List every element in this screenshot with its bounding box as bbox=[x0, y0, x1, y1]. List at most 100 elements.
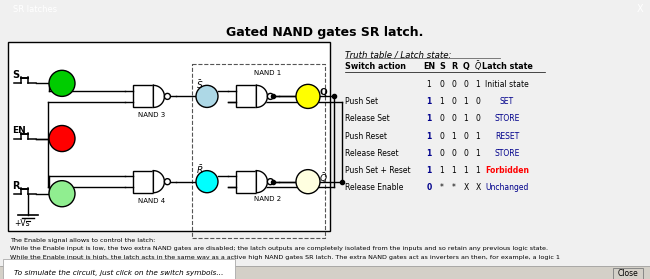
Text: 1: 1 bbox=[426, 149, 432, 158]
Text: +Vs: +Vs bbox=[14, 219, 30, 228]
Text: 0: 0 bbox=[463, 149, 469, 158]
Circle shape bbox=[164, 179, 170, 185]
Text: $\bar{R}$: $\bar{R}$ bbox=[196, 163, 203, 176]
Text: 0: 0 bbox=[439, 80, 445, 89]
Text: 0: 0 bbox=[452, 97, 456, 106]
Text: $\bar{Q}$: $\bar{Q}$ bbox=[474, 59, 482, 73]
Text: Q: Q bbox=[463, 62, 469, 71]
Text: Close: Close bbox=[618, 270, 638, 278]
Text: 0: 0 bbox=[439, 131, 445, 141]
Text: Forbidden: Forbidden bbox=[485, 166, 529, 175]
Circle shape bbox=[296, 84, 320, 109]
Text: R: R bbox=[451, 62, 457, 71]
Text: 1: 1 bbox=[463, 97, 469, 106]
Circle shape bbox=[196, 171, 218, 193]
Text: 1: 1 bbox=[476, 80, 480, 89]
Text: X: X bbox=[475, 183, 480, 192]
Text: EN: EN bbox=[12, 126, 26, 135]
Circle shape bbox=[49, 181, 75, 207]
Text: 0: 0 bbox=[463, 131, 469, 141]
Circle shape bbox=[296, 170, 320, 194]
Text: 1: 1 bbox=[439, 166, 445, 175]
Text: Unchanged: Unchanged bbox=[486, 183, 528, 192]
Bar bbox=[236, 85, 256, 107]
Text: 1: 1 bbox=[476, 131, 480, 141]
Circle shape bbox=[164, 93, 170, 99]
Text: 1: 1 bbox=[439, 97, 445, 106]
Text: 1: 1 bbox=[426, 80, 432, 89]
Polygon shape bbox=[256, 85, 267, 107]
Circle shape bbox=[267, 93, 274, 99]
Text: 1: 1 bbox=[476, 149, 480, 158]
Text: 1: 1 bbox=[426, 114, 432, 124]
Text: Push Set: Push Set bbox=[345, 97, 378, 106]
Text: Push Set + Reset: Push Set + Reset bbox=[345, 166, 411, 175]
Text: Release Set: Release Set bbox=[345, 114, 390, 124]
Text: SR latches: SR latches bbox=[13, 4, 57, 14]
Text: S: S bbox=[439, 62, 445, 71]
Polygon shape bbox=[153, 171, 164, 193]
Text: Latch state: Latch state bbox=[482, 62, 532, 71]
FancyBboxPatch shape bbox=[613, 268, 643, 279]
Text: 1: 1 bbox=[463, 114, 469, 124]
Text: While the Enable input is high, the latch acts in the same way as a active high : While the Enable input is high, the latc… bbox=[10, 255, 560, 260]
Text: EN: EN bbox=[423, 62, 435, 71]
Text: Switch action: Switch action bbox=[345, 62, 406, 71]
Polygon shape bbox=[256, 171, 267, 193]
Circle shape bbox=[267, 179, 274, 185]
Text: Q: Q bbox=[319, 88, 327, 97]
Bar bbox=[236, 171, 256, 193]
Text: 0: 0 bbox=[452, 149, 456, 158]
Text: 1: 1 bbox=[426, 131, 432, 141]
Text: 0: 0 bbox=[476, 97, 480, 106]
Text: 1: 1 bbox=[452, 131, 456, 141]
Circle shape bbox=[49, 126, 75, 151]
Bar bbox=[133, 171, 153, 193]
Text: Initial state: Initial state bbox=[485, 80, 529, 89]
Text: 0: 0 bbox=[452, 114, 456, 124]
Bar bbox=[192, 64, 325, 238]
Bar bbox=[8, 42, 330, 231]
Text: NAND 4: NAND 4 bbox=[138, 198, 166, 204]
Text: STORE: STORE bbox=[494, 149, 520, 158]
Text: 1: 1 bbox=[452, 166, 456, 175]
Text: Gated NAND gates SR latch.: Gated NAND gates SR latch. bbox=[226, 26, 424, 39]
Text: 1: 1 bbox=[426, 97, 432, 106]
Text: While the Enable input is low, the two extra NAND gates are disabled; the latch : While the Enable input is low, the two e… bbox=[10, 246, 548, 251]
Bar bbox=[0, 266, 650, 279]
Circle shape bbox=[49, 70, 75, 97]
Text: 0: 0 bbox=[439, 114, 445, 124]
Text: Release Reset: Release Reset bbox=[345, 149, 398, 158]
Text: 0: 0 bbox=[426, 183, 432, 192]
Text: S: S bbox=[12, 70, 19, 80]
Text: 1: 1 bbox=[426, 166, 432, 175]
Text: applied to S sets the output Q to logic 1.: applied to S sets the output Q to logic … bbox=[10, 263, 140, 268]
Text: *: * bbox=[452, 183, 456, 192]
Text: $\bar{S}$: $\bar{S}$ bbox=[196, 78, 203, 91]
Text: RESET: RESET bbox=[495, 131, 519, 141]
Text: STORE: STORE bbox=[494, 114, 520, 124]
Text: Truth table / Latch state:: Truth table / Latch state: bbox=[345, 50, 451, 59]
Text: X: X bbox=[637, 4, 644, 14]
Text: NAND 2: NAND 2 bbox=[254, 196, 281, 202]
Text: 0: 0 bbox=[439, 149, 445, 158]
Text: To simulate the circuit, just click on the switch symbols...: To simulate the circuit, just click on t… bbox=[14, 270, 224, 276]
Text: X: X bbox=[463, 183, 469, 192]
Circle shape bbox=[196, 85, 218, 107]
Text: SET: SET bbox=[500, 97, 514, 106]
Text: Push Reset: Push Reset bbox=[345, 131, 387, 141]
Text: Release Enable: Release Enable bbox=[345, 183, 404, 192]
Text: 0: 0 bbox=[463, 80, 469, 89]
Text: NAND 3: NAND 3 bbox=[138, 112, 166, 119]
Text: 0: 0 bbox=[476, 114, 480, 124]
Text: $\bar{Q}$: $\bar{Q}$ bbox=[318, 171, 328, 185]
Text: 1: 1 bbox=[463, 166, 469, 175]
Text: *: * bbox=[440, 183, 444, 192]
Text: NAND 1: NAND 1 bbox=[254, 70, 281, 76]
Text: R: R bbox=[12, 181, 20, 191]
Text: 1: 1 bbox=[476, 166, 480, 175]
Text: 0: 0 bbox=[452, 80, 456, 89]
Polygon shape bbox=[153, 85, 164, 107]
Bar bbox=[133, 85, 153, 107]
Text: The Enable signal allows to control the latch:: The Enable signal allows to control the … bbox=[10, 238, 155, 243]
